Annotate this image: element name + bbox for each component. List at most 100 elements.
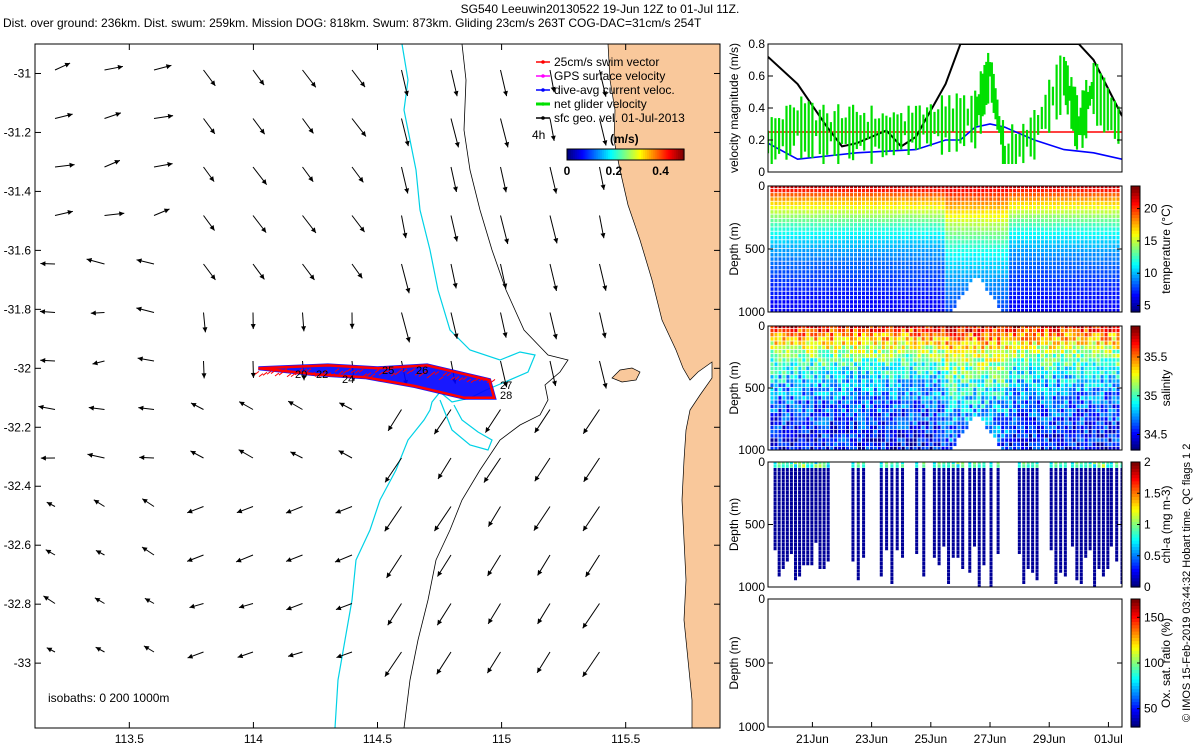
profile-sample (905, 328, 909, 333)
velocity-arrow-head (210, 274, 216, 280)
profile-sample (917, 287, 921, 291)
profile-sample (1021, 231, 1025, 236)
profile-sample (1064, 291, 1068, 296)
profile-sample (917, 358, 921, 362)
profile-sample (985, 270, 989, 274)
profile-sample (810, 396, 814, 400)
profile-sample (877, 235, 881, 240)
legend-label: 25cm/s swim vector (554, 55, 659, 69)
profile-sample (846, 400, 850, 404)
profile-sample (782, 337, 786, 341)
profile-sample (826, 370, 830, 375)
profile-sample (1025, 291, 1029, 296)
profile-sample (1076, 253, 1080, 257)
profile-sample (869, 295, 873, 300)
profile-sample (941, 425, 945, 430)
colorbar-cell (615, 149, 619, 160)
profile-sample (1064, 287, 1068, 291)
profile-sample (826, 366, 830, 371)
profile-sample (929, 413, 933, 417)
profile-sample (869, 408, 873, 413)
profile-sample (949, 442, 953, 447)
profile-sample (953, 186, 957, 188)
profile-sample (1104, 231, 1108, 236)
profile-sample (802, 328, 806, 333)
profile-sample (1076, 218, 1080, 223)
profile-sample (913, 283, 917, 287)
profile-sample (925, 417, 929, 421)
profile-sample (889, 379, 893, 383)
profile-sample (865, 349, 869, 354)
profile-sample (774, 193, 778, 197)
profile-sample (921, 205, 925, 210)
velocity-arrow-head (504, 238, 509, 244)
profile-sample (949, 349, 953, 354)
profile-sample (925, 261, 929, 266)
profile-sample (798, 383, 802, 388)
profile-sample (814, 270, 818, 274)
profile-sample (814, 257, 818, 261)
profile-sample (985, 396, 989, 400)
profile-sample (1001, 253, 1005, 257)
profile-sample (893, 278, 897, 283)
profile-sample (973, 223, 977, 227)
profile-sample (1076, 308, 1080, 312)
profile-sample (1013, 223, 1017, 227)
profile-sample (846, 391, 850, 396)
profile-sample (1064, 283, 1068, 287)
velocity-arrow-head (534, 475, 540, 482)
profile-sample (993, 345, 997, 350)
profile-sample (1064, 240, 1068, 244)
profile-sample (1060, 231, 1064, 236)
profile-sample (1116, 287, 1120, 291)
profile-sample (850, 300, 854, 304)
profile-sample (854, 283, 858, 287)
profile-sample (889, 287, 893, 291)
profile-sample (869, 274, 873, 278)
profile-sample (1056, 186, 1060, 188)
profile-sample (949, 446, 953, 450)
profile-sample (1116, 248, 1120, 253)
profile-sample (798, 287, 802, 291)
profile-sample (818, 193, 822, 197)
profile-sample (782, 300, 786, 304)
profile-sample (941, 383, 945, 388)
profile-sample (1021, 240, 1025, 244)
profile-sample (953, 278, 957, 283)
profile-sample (949, 227, 953, 231)
profile-sample (973, 253, 977, 257)
profile-sample (885, 186, 889, 188)
profile-sample (933, 366, 937, 371)
profile-sample (830, 186, 834, 188)
profile-sample (953, 379, 957, 383)
profile-sample (1044, 270, 1048, 274)
profile-sample (806, 231, 810, 236)
profile-sample (885, 383, 889, 388)
profile-sample (1032, 308, 1036, 312)
profile-sample (933, 341, 937, 345)
velocity-arrow-shaft (582, 651, 600, 678)
profile-sample (873, 253, 877, 257)
profile-sample (909, 283, 913, 287)
profile-sample (838, 362, 842, 366)
profile-sample (1044, 265, 1048, 270)
profile-sample (802, 332, 806, 337)
profile-sample (1048, 304, 1052, 308)
profile-sample (1092, 283, 1096, 287)
profile-sample (1005, 253, 1009, 257)
colorbar-tick-label: 0 (564, 164, 571, 178)
profile-sample (933, 295, 937, 300)
profile-sample (985, 261, 989, 266)
profile-sample (770, 214, 774, 218)
profile-sample (822, 375, 826, 379)
profile-sample (953, 214, 957, 218)
profile-sample (854, 304, 858, 308)
profile-sample (993, 417, 997, 421)
profile-sample (929, 434, 933, 438)
profile-sample (790, 274, 794, 278)
profile-sample (794, 362, 798, 366)
profile-sample (822, 223, 826, 227)
profile-sample (917, 265, 921, 270)
profile-sample (953, 257, 957, 261)
profile-sample (798, 210, 802, 214)
